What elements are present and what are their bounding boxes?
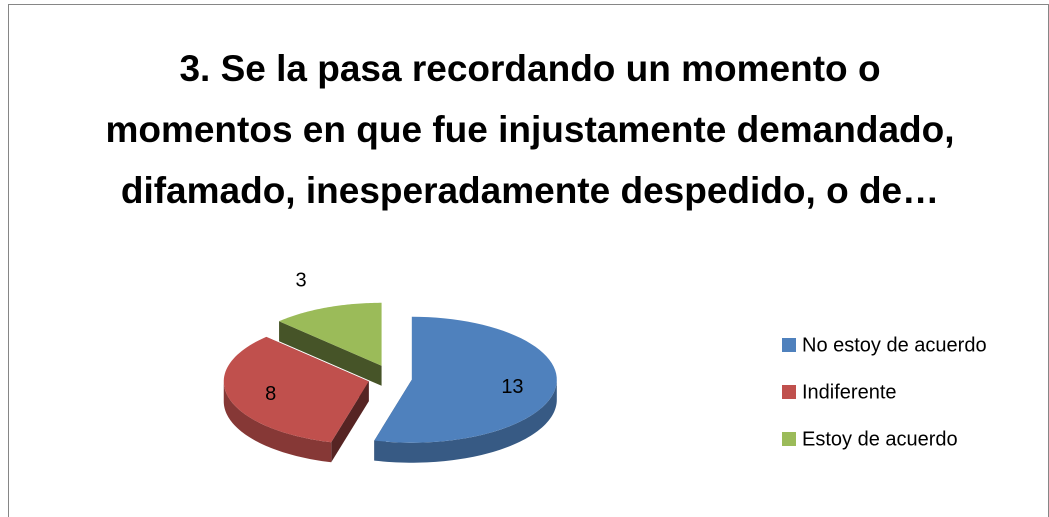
slice-side: [374, 379, 557, 463]
legend-label: Estoy de acuerdo: [802, 428, 958, 450]
data-label: 13: [501, 376, 523, 398]
pie-slice: [223, 336, 369, 463]
slice-top: [279, 302, 382, 366]
legend-label: No estoy de acuerdo: [802, 334, 987, 356]
slice-top: [223, 336, 369, 443]
chart-title: 3. Se la pasa recordando un momento o mo…: [105, 48, 955, 211]
pie-slice: [374, 316, 557, 463]
slice-side: [223, 381, 332, 463]
pie-slice: [279, 302, 382, 386]
slice-wall: [279, 321, 382, 386]
legend-swatch: [782, 338, 796, 352]
slice-wall: [331, 381, 369, 463]
data-label: 8: [265, 383, 276, 405]
data-label: 3: [296, 270, 307, 292]
legend-swatch: [782, 385, 796, 399]
legend-swatch: [782, 432, 796, 446]
slice-top: [374, 316, 557, 443]
legend-label: Indiferente: [802, 381, 897, 403]
